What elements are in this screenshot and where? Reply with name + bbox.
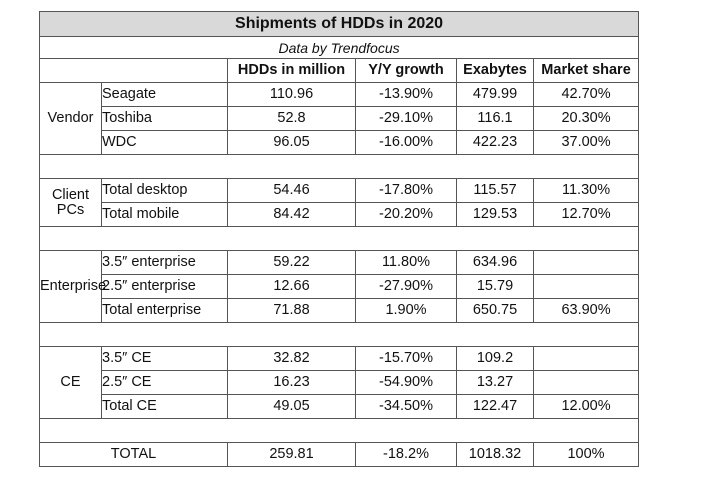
cell-share: 100% bbox=[532, 442, 640, 467]
cell-exabytes: 109.2 bbox=[456, 346, 534, 371]
cell-share: 12.70% bbox=[532, 202, 640, 227]
cell-exabytes: 422.23 bbox=[456, 130, 534, 155]
cell-share: 42.70% bbox=[532, 82, 640, 107]
cell-growth: -15.70% bbox=[355, 346, 457, 371]
group-label-vendor: Vendor bbox=[39, 82, 102, 155]
row-label: 3.5″ enterprise bbox=[101, 250, 228, 275]
cell-exabytes: 15.79 bbox=[456, 274, 534, 299]
spacer-cell bbox=[38, 154, 640, 179]
group-label-ce: CE bbox=[39, 346, 102, 419]
spacer-cell bbox=[38, 226, 640, 251]
cell-exabytes: 116.1 bbox=[456, 106, 534, 131]
group-label-enterprise: Enterprise bbox=[39, 250, 106, 323]
table-row: Total mobile 84.42 -20.20% 129.53 12.70% bbox=[40, 202, 640, 227]
cell-hdds: 52.8 bbox=[227, 106, 356, 131]
spacer-cell bbox=[38, 322, 640, 347]
cell-hdds: 49.05 bbox=[227, 394, 356, 419]
table-row: Toshiba 52.8 -29.10% 116.1 20.30% bbox=[40, 106, 640, 131]
table-row: Client PCs Total desktop 54.46 -17.80% 1… bbox=[39, 178, 640, 227]
row-label: Total mobile bbox=[101, 202, 228, 227]
total-row: TOTAL 259.81 -18.2% 1018.32 100% bbox=[39, 442, 640, 467]
table-row: Vendor Seagate 110.96 -13.90% 479.99 42.… bbox=[39, 82, 640, 155]
spacer-row bbox=[38, 154, 640, 179]
cell-exabytes: 129.53 bbox=[456, 202, 534, 227]
cell-hdds: 84.42 bbox=[227, 202, 356, 227]
cell-exabytes: 650.75 bbox=[456, 298, 534, 323]
spacer-cell bbox=[38, 418, 640, 443]
header-row: HDDs in million Y/Y growth Exabytes Mark… bbox=[39, 58, 640, 83]
cell-share bbox=[532, 370, 640, 395]
cell-share bbox=[532, 250, 640, 275]
cell-share bbox=[532, 346, 640, 371]
cell-growth: -20.20% bbox=[355, 202, 457, 227]
table-row: 2.5″ CE 16.23 -54.90% 13.27 bbox=[40, 370, 640, 395]
cell-share: 20.30% bbox=[532, 106, 640, 131]
row-label: 2.5″ CE bbox=[101, 370, 228, 395]
column-header-share: Market share bbox=[532, 58, 640, 83]
cell-share: 12.00% bbox=[532, 394, 640, 419]
cell-growth: -34.50% bbox=[355, 394, 457, 419]
cell-growth: -17.80% bbox=[355, 178, 457, 203]
spacer-row bbox=[38, 418, 640, 443]
cell-growth: -13.90% bbox=[355, 82, 457, 107]
cell-share bbox=[532, 274, 640, 299]
row-label: Total enterprise bbox=[101, 298, 228, 323]
total-label: TOTAL bbox=[39, 442, 228, 467]
cell-exabytes: 634.96 bbox=[456, 250, 534, 275]
table-row: 2.5″ enterprise 12.66 -27.90% 15.79 bbox=[40, 274, 640, 299]
row-label: Total CE bbox=[101, 394, 228, 419]
row-label: Seagate bbox=[101, 82, 228, 107]
cell-hdds: 16.23 bbox=[227, 370, 356, 395]
column-header-hdds: HDDs in million bbox=[227, 58, 356, 83]
row-label: 2.5″ enterprise bbox=[101, 274, 228, 299]
spacer-row bbox=[38, 322, 640, 347]
table-title: Shipments of HDDs in 2020 bbox=[38, 11, 640, 37]
cell-share: 11.30% bbox=[532, 178, 640, 203]
cell-exabytes: 13.27 bbox=[456, 370, 534, 395]
row-label: Total desktop bbox=[101, 178, 228, 203]
cell-growth: -16.00% bbox=[355, 130, 457, 155]
cell-growth: 1.90% bbox=[355, 298, 457, 323]
cell-hdds: 110.96 bbox=[227, 82, 356, 107]
subtitle-row: Data by Trendfocus bbox=[38, 36, 640, 59]
title-row: Shipments of HDDs in 2020 bbox=[38, 11, 640, 37]
cell-growth: 11.80% bbox=[355, 250, 457, 275]
cell-hdds: 71.88 bbox=[227, 298, 356, 323]
table-row: Enterprise 3.5″ enterprise 59.22 11.80% … bbox=[39, 250, 640, 323]
row-label: WDC bbox=[101, 130, 228, 155]
cell-growth: -18.2% bbox=[355, 442, 457, 467]
cell-hdds: 59.22 bbox=[227, 250, 356, 275]
cell-exabytes: 115.57 bbox=[456, 178, 534, 203]
table-row: Total CE 49.05 -34.50% 122.47 12.00% bbox=[40, 394, 640, 419]
cell-hdds: 54.46 bbox=[227, 178, 356, 203]
cell-exabytes: 479.99 bbox=[456, 82, 534, 107]
cell-exabytes: 122.47 bbox=[456, 394, 534, 419]
table-row: CE 3.5″ CE 32.82 -15.70% 109.2 bbox=[39, 346, 640, 419]
column-header-growth: Y/Y growth bbox=[355, 58, 457, 83]
cell-growth: -29.10% bbox=[355, 106, 457, 131]
hdd-shipments-table: Shipments of HDDs in 2020 Data by Trendf… bbox=[38, 11, 640, 467]
cell-growth: -54.90% bbox=[355, 370, 457, 395]
row-label: 3.5″ CE bbox=[101, 346, 228, 371]
cell-hdds: 259.81 bbox=[227, 442, 356, 467]
cell-exabytes: 1018.32 bbox=[456, 442, 534, 467]
table-row: Total enterprise 71.88 1.90% 650.75 63.9… bbox=[40, 298, 640, 323]
cell-hdds: 12.66 bbox=[227, 274, 356, 299]
table-subtitle: Data by Trendfocus bbox=[38, 36, 640, 59]
table-row: WDC 96.05 -16.00% 422.23 37.00% bbox=[40, 130, 640, 155]
cell-growth: -27.90% bbox=[355, 274, 457, 299]
cell-hdds: 96.05 bbox=[227, 130, 356, 155]
row-label: Toshiba bbox=[101, 106, 228, 131]
spacer-row bbox=[38, 226, 640, 251]
header-empty bbox=[39, 58, 228, 83]
group-label-client-pcs: Client PCs bbox=[39, 178, 102, 227]
column-header-exabytes: Exabytes bbox=[456, 58, 534, 83]
cell-share: 37.00% bbox=[532, 130, 640, 155]
cell-share: 63.90% bbox=[532, 298, 640, 323]
cell-hdds: 32.82 bbox=[227, 346, 356, 371]
